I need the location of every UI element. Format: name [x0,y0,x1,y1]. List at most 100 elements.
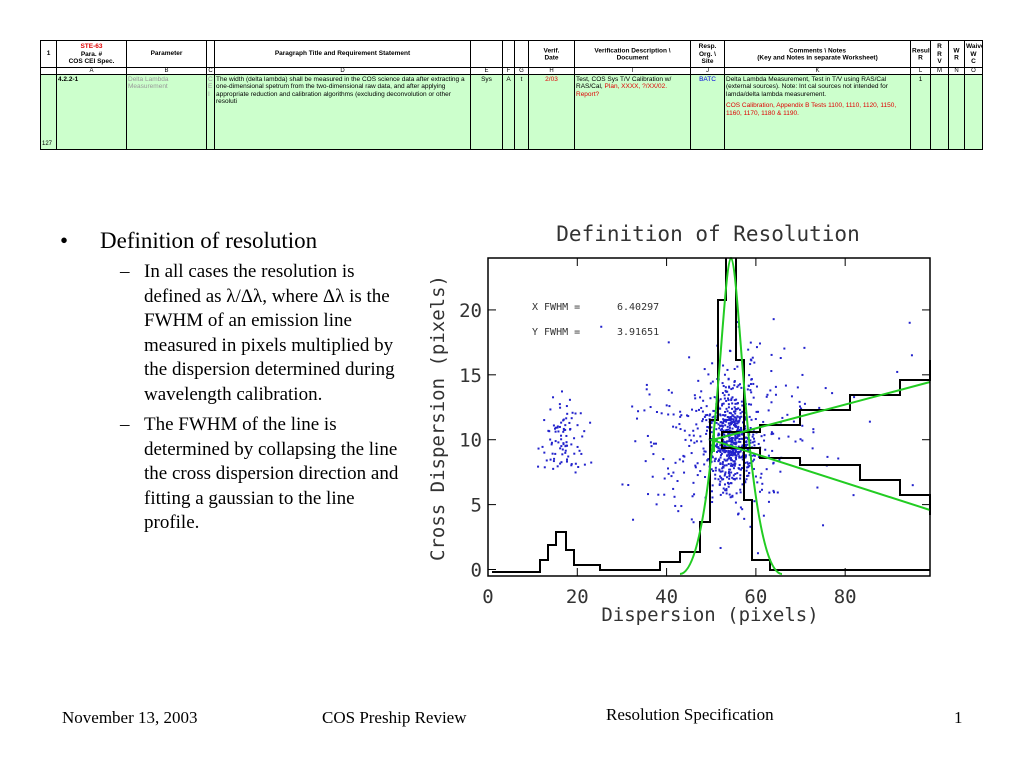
dot [549,408,552,411]
dot [724,443,727,446]
dot [734,438,737,441]
dot [543,466,546,469]
dot [732,451,735,454]
dot [554,426,557,429]
dot [728,493,731,496]
dot [720,428,723,431]
dot [725,428,728,431]
dot [746,388,749,391]
header-line: Para. # [80,50,103,58]
dot [693,394,696,397]
dot [737,467,740,470]
dot [737,325,740,328]
dot [674,504,677,507]
dot [562,430,565,433]
dot [707,458,710,461]
dot [801,439,804,442]
dot [556,425,559,428]
dot [734,472,737,475]
dot [706,425,709,428]
header-cell: (Key and Notes in separate Worksheet) Com… [724,40,911,68]
dot [717,360,720,363]
dot [734,450,737,453]
dot [679,415,682,418]
dot [682,460,685,463]
dot [719,449,722,452]
dot [747,466,750,469]
dot [717,401,720,404]
letter-cell: G [514,67,529,75]
dot [737,407,740,410]
dot [694,466,697,469]
dot [733,380,736,383]
header-text: RResults [912,47,930,62]
dot [731,494,734,497]
dot [733,380,736,383]
dot [725,464,728,467]
dot [725,390,728,393]
dot [752,437,755,440]
dot [735,430,738,433]
dot [691,408,694,411]
dot [746,474,749,477]
dot [690,452,693,455]
dot [724,442,727,445]
dot [729,443,732,446]
dot [697,379,700,382]
dot [734,439,737,442]
dot [564,449,567,452]
dot [737,421,740,424]
dot [724,414,727,417]
dot [716,411,719,414]
dot [700,406,703,409]
dot [558,425,561,428]
y-tick-label: 0 [471,560,482,582]
dot [852,494,855,497]
dot [722,402,725,405]
dot [724,410,727,413]
dot [729,464,732,467]
dot [730,471,733,474]
dot [645,383,648,386]
dot [736,431,739,434]
dot [735,458,738,461]
dot [723,474,726,477]
header-line: Parameter [150,50,183,58]
dot [726,458,729,461]
dot [721,467,724,470]
dot [728,424,731,427]
dot [694,464,697,467]
dot [779,470,782,473]
dot [729,416,732,419]
dot [729,458,732,461]
dot [749,441,752,444]
dot [721,478,724,481]
dot [753,440,756,443]
dot [743,444,746,447]
dot [730,437,733,440]
dot [752,382,755,385]
dot [667,413,670,416]
dot [715,445,718,448]
dot [734,434,737,437]
dot [733,478,736,481]
dot [734,462,737,465]
dot [736,435,739,438]
y-label: Cross Dispersion (pixels) [427,275,449,561]
dot [734,412,737,415]
dot [705,405,708,408]
dot [688,434,691,437]
dot [721,391,724,394]
dot [701,410,704,413]
dot [736,385,739,388]
header-cell [470,40,503,68]
dot [709,382,712,385]
dot [743,392,746,395]
dot [792,420,795,423]
dot [723,394,726,397]
dot [668,405,671,408]
letter-cell: M [930,67,949,75]
dot [721,470,724,473]
header-text: CWWaiver [966,43,982,65]
dot [560,438,563,441]
